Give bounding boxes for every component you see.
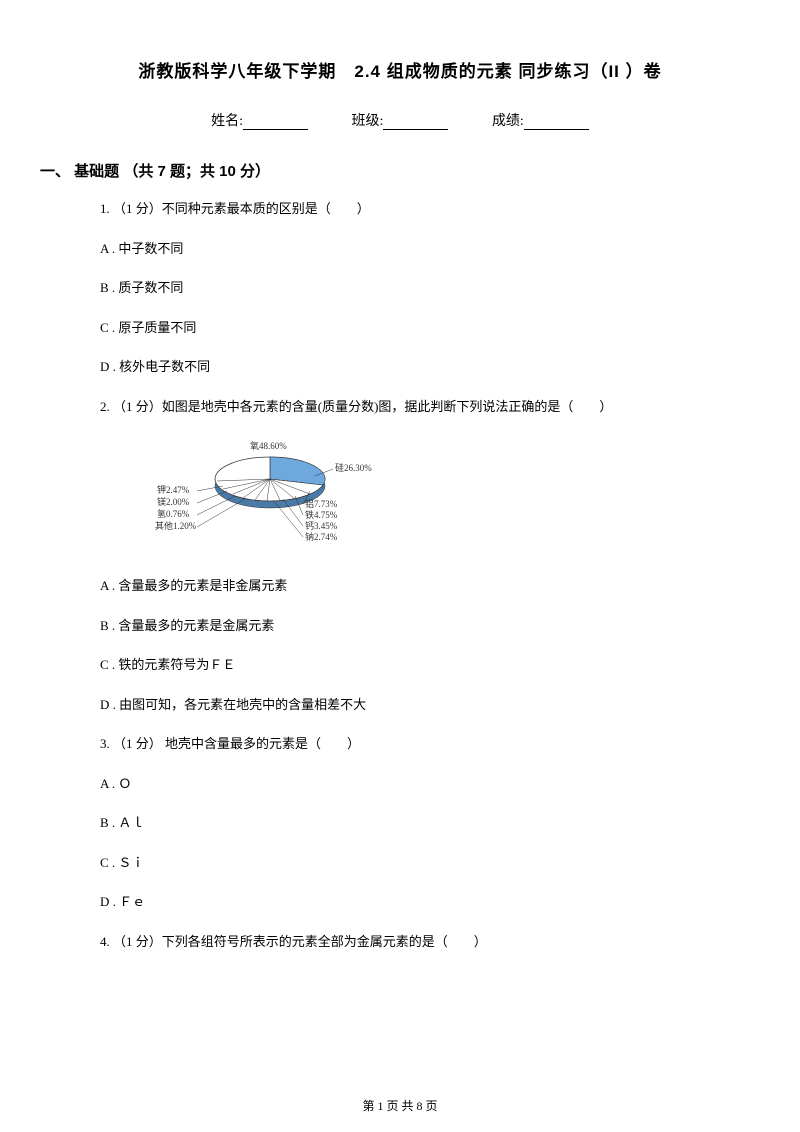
q3-option-c: C . Ｓｉ	[100, 853, 730, 873]
q3-option-d: D . Ｆｅ	[100, 892, 730, 912]
info-line: 姓名: 班级: 成绩:	[70, 110, 730, 130]
chart-label-mg: 镁2.00%	[157, 496, 190, 507]
q2-option-c: C . 铁的元素符号为ＦＥ	[100, 655, 730, 675]
q1-option-c: C . 原子质量不同	[100, 318, 730, 338]
class-label: 班级:	[352, 114, 384, 129]
q3-option-b: B . Ａｌ	[100, 813, 730, 833]
score-blank	[524, 116, 589, 130]
chart-label-si: 硅26.30%	[335, 462, 372, 473]
chart-label-oxygen: 氧48.60%	[250, 440, 287, 451]
q1-option-d: D . 核外电子数不同	[100, 357, 730, 377]
class-blank	[383, 116, 448, 130]
score-label: 成绩:	[492, 114, 524, 129]
chart-label-h: 氢0.76%	[157, 508, 190, 519]
name-label: 姓名:	[211, 114, 243, 129]
name-blank	[243, 116, 308, 130]
q2-option-d: D . 由图可知，各元素在地壳中的含量相差不大	[100, 695, 730, 715]
chart-label-al: 铝7.73%	[305, 498, 338, 509]
q1-text: 1. （1 分）不同种元素最本质的区别是（ ）	[100, 199, 730, 219]
pie-chart-container: 氧48.60% 硅26.30% 钾2.47% 镁2.00% 氢0.76% 其他1…	[155, 431, 730, 556]
chart-label-ca: 钙3.45%	[305, 520, 338, 531]
q2-option-b: B . 含量最多的元素是金属元素	[100, 616, 730, 636]
chart-label-fe: 铁4.75%	[305, 509, 338, 520]
q2-text: 2. （1 分）如图是地壳中各元素的含量(质量分数)图，据此判断下列说法正确的是…	[100, 397, 730, 417]
chart-label-k: 钾2.47%	[157, 484, 190, 495]
pie-chart: 氧48.60% 硅26.30% 钾2.47% 镁2.00% 氢0.76% 其他1…	[155, 431, 385, 551]
q4-text: 4. （1 分）下列各组符号所表示的元素全部为金属元素的是（ ）	[100, 932, 730, 952]
chart-label-na: 钠2.74%	[305, 531, 338, 542]
section-header: 一、 基础题 （共 7 题；共 10 分）	[40, 160, 730, 181]
chart-label-other: 其他1.20%	[155, 520, 197, 531]
page-footer: 第 1 页 共 8 页	[0, 1097, 800, 1114]
q1-option-a: A . 中子数不同	[100, 239, 730, 259]
q3-text: 3. （1 分） 地壳中含量最多的元素是（ ）	[100, 734, 730, 754]
q1-option-b: B . 质子数不同	[100, 278, 730, 298]
q3-option-a: A . Ｏ	[100, 774, 730, 794]
q2-option-a: A . 含量最多的元素是非金属元素	[100, 576, 730, 596]
document-title: 浙教版科学八年级下学期 2.4 组成物质的元素 同步练习（II ）卷	[70, 57, 730, 82]
